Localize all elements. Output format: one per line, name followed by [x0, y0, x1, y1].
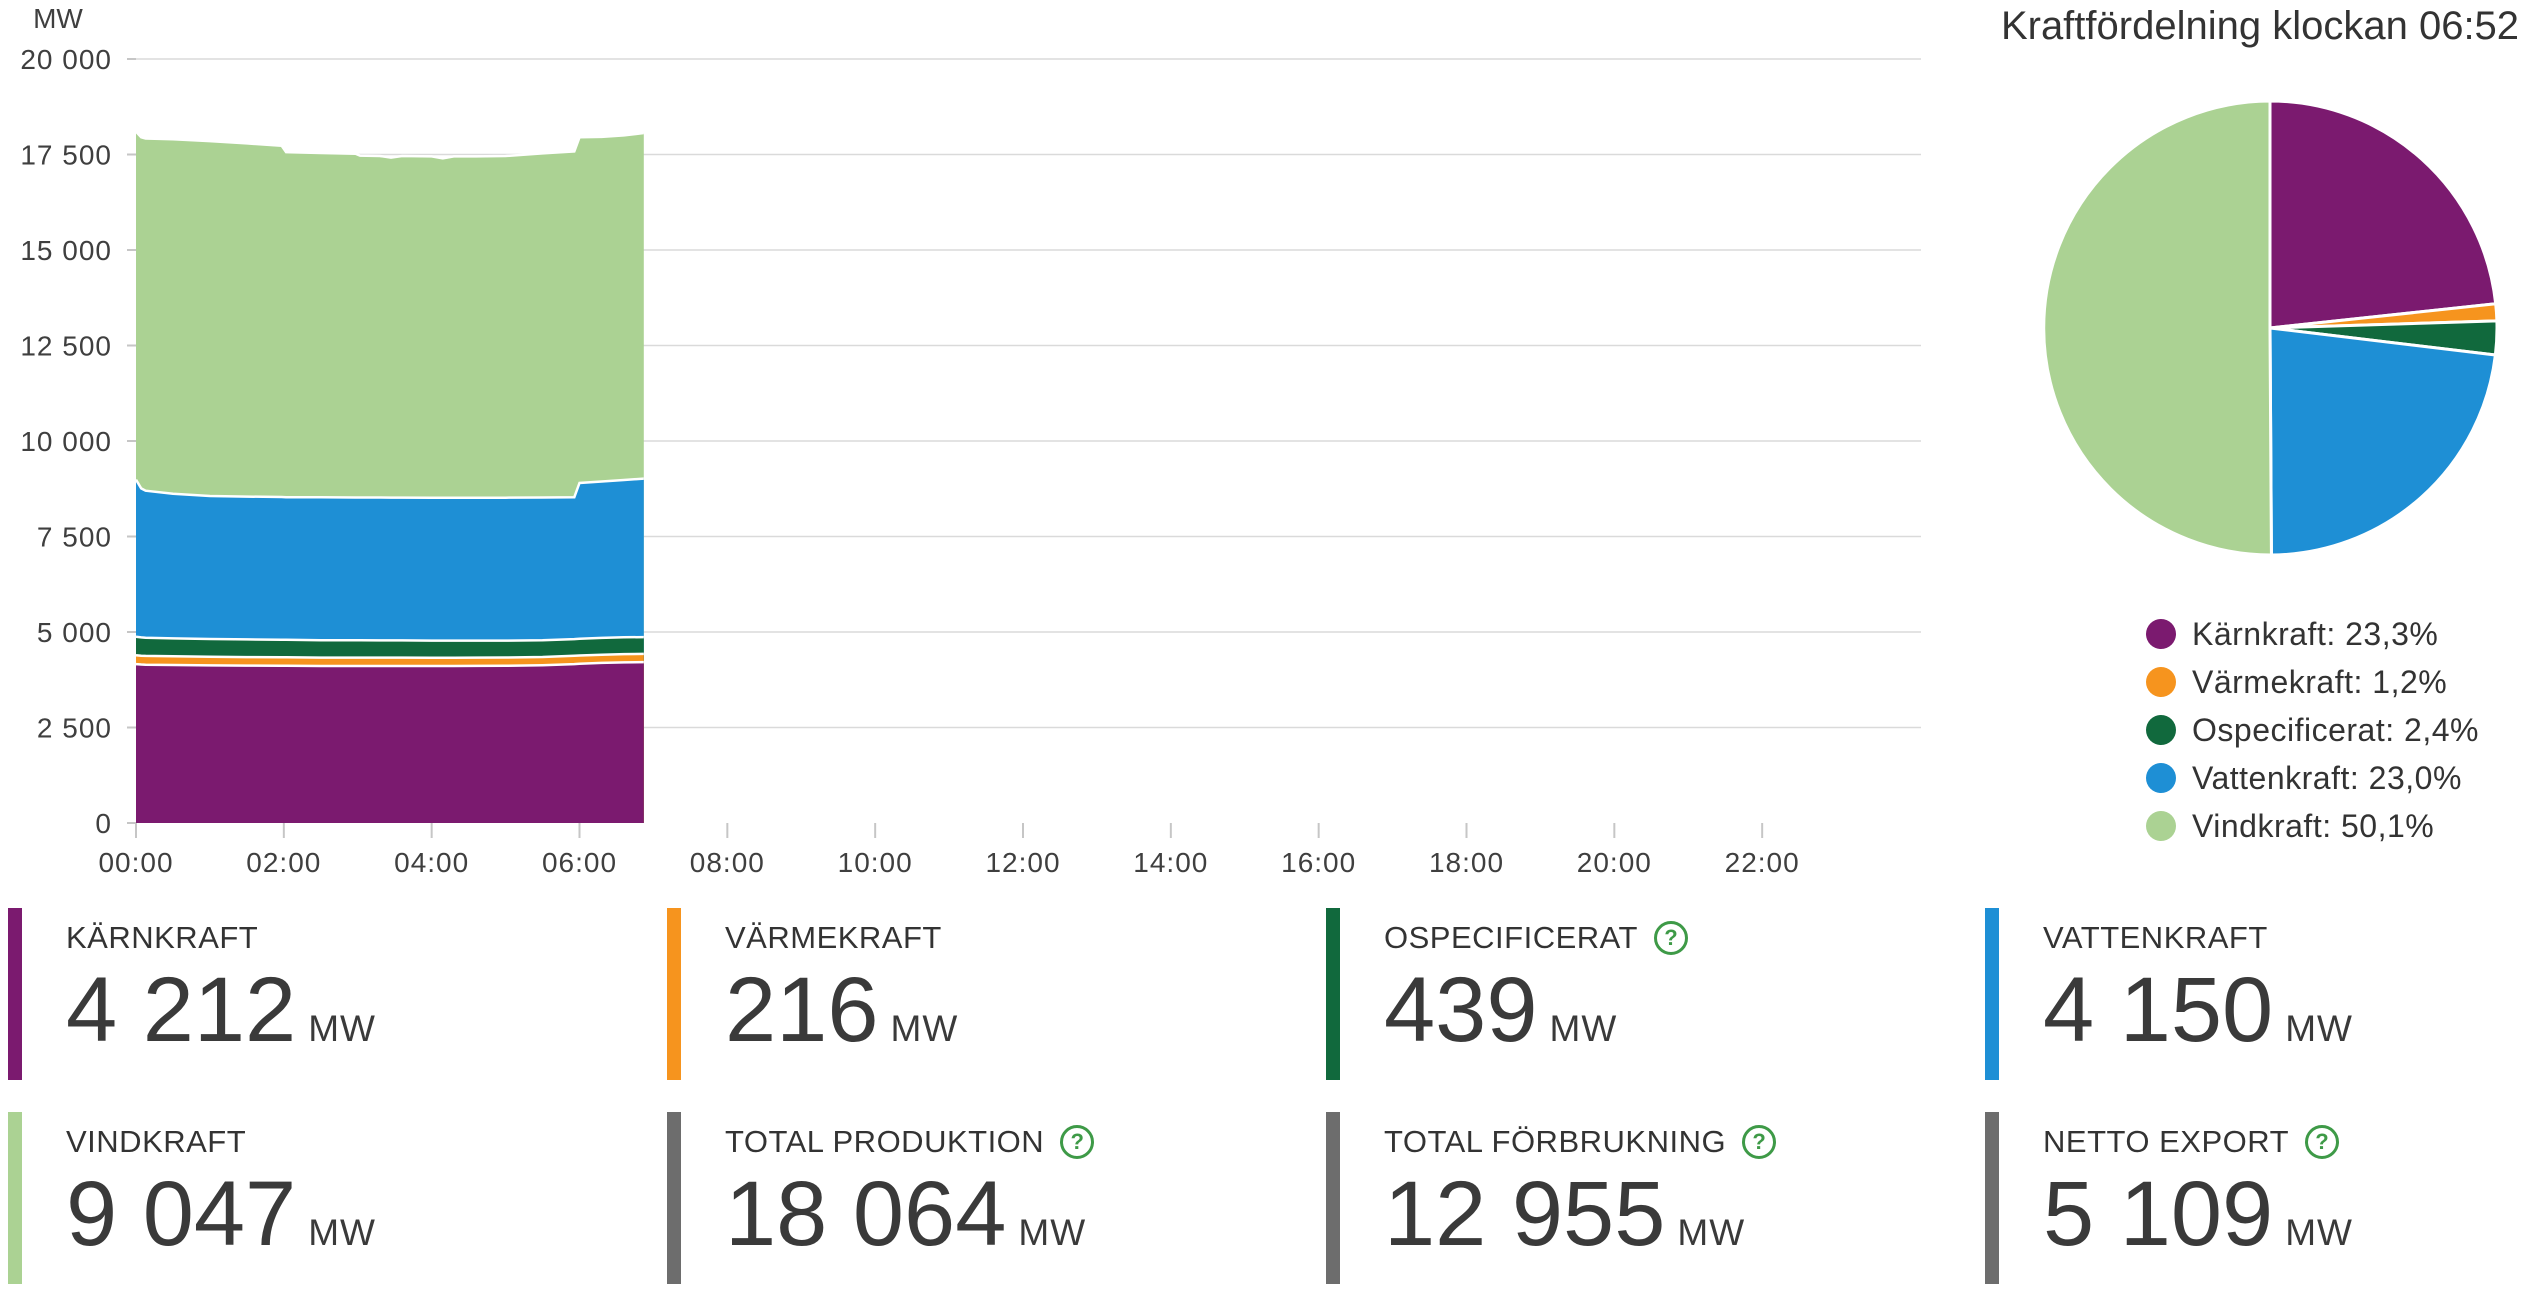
svg-text:20:00: 20:00 [1577, 847, 1652, 878]
card-label: VATTENKRAFT [2043, 920, 2268, 955]
card-label: OSPECIFICERAT [1384, 920, 1638, 955]
legend-label: Vindkraft: 50,1% [2192, 807, 2435, 844]
svg-text:0: 0 [95, 808, 112, 839]
area-kärnkraft [136, 662, 644, 823]
pie-slice-vattenkraft[interactable] [2268, 326, 2497, 557]
card-unit: MW [308, 1212, 376, 1253]
svg-text:02:00: 02:00 [246, 847, 321, 878]
card-label: TOTAL FÖRBRUKNING [1384, 1124, 1727, 1159]
svg-text:5 000: 5 000 [37, 617, 112, 648]
card-value: 18 064 [725, 1163, 1007, 1265]
svg-text:14:00: 14:00 [1133, 847, 1208, 878]
card-value: 439 [1384, 959, 1538, 1061]
svg-text:2 500: 2 500 [37, 713, 112, 744]
legend-label: Kärnkraft: 23,3% [2192, 615, 2439, 652]
card-accent-bar [1985, 1112, 1999, 1284]
svg-text:16:00: 16:00 [1281, 847, 1356, 878]
pie-legend: Kärnkraft: 23,3% Värmekraft: 1,2% Ospeci… [2146, 610, 2479, 850]
help-icon[interactable]: ? [1742, 1125, 1777, 1159]
pie-slice-vindkraft[interactable] [2042, 99, 2273, 557]
card-value: 12 955 [1384, 1163, 1666, 1265]
card-vindkraft: VINDKRAFT ? 9 047 MW [8, 1112, 667, 1284]
card-accent-bar [667, 908, 681, 1080]
legend-swatch-varmekraft-icon [2146, 667, 2176, 697]
card-label: VÄRMEKRAFT [725, 920, 942, 955]
svg-text:10:00: 10:00 [838, 847, 913, 878]
card-value: 5 109 [2043, 1163, 2274, 1265]
legend-swatch-vattenkraft-icon [2146, 763, 2176, 793]
card-accent-bar [667, 1112, 681, 1284]
svg-text:15 000: 15 000 [20, 235, 112, 266]
svg-text:20 000: 20 000 [20, 44, 112, 75]
power-distribution-pie[interactable] [2030, 88, 2510, 568]
svg-text:18:00: 18:00 [1429, 847, 1504, 878]
svg-text:17 500: 17 500 [20, 140, 112, 171]
legend-item-karnkraft[interactable]: Kärnkraft: 23,3% [2146, 610, 2479, 658]
card-varmekraft: VÄRMEKRAFT ? 216 MW [667, 908, 1326, 1080]
svg-text:04:00: 04:00 [394, 847, 469, 878]
card-accent-bar [1985, 908, 1999, 1080]
card-value: 4 212 [66, 959, 297, 1061]
legend-label: Värmekraft: 1,2% [2192, 663, 2448, 700]
card-label: KÄRNKRAFT [66, 920, 259, 955]
card-accent-bar [1326, 1112, 1340, 1284]
production-area-chart[interactable]: 0 2 500 5 000 7 500 10 000 12 500 15 000 17 500… [0, 0, 1980, 900]
card-value: 4 150 [2043, 959, 2274, 1061]
card-value: 216 [725, 959, 879, 1061]
legend-swatch-karnkraft-icon [2146, 619, 2176, 649]
legend-label: Vattenkraft: 23,0% [2192, 759, 2462, 796]
card-unit: MW [2285, 1008, 2353, 1049]
svg-text:12 500: 12 500 [20, 331, 112, 362]
card-ospecificerat: OSPECIFICERAT ? 439 MW [1326, 908, 1985, 1080]
svg-text:12:00: 12:00 [985, 847, 1060, 878]
chart-axes: 0 2 500 5 000 7 500 10 000 12 500 15 000 17 500… [20, 3, 1800, 878]
card-total-produktion: TOTAL PRODUKTION ? 18 064 MW [667, 1112, 1326, 1284]
card-value: 9 047 [66, 1163, 297, 1265]
stacked-areas[interactable] [134, 130, 644, 824]
svg-text:08:00: 08:00 [690, 847, 765, 878]
card-unit: MW [1549, 1008, 1618, 1049]
card-label: NETTO EXPORT [2043, 1124, 2290, 1159]
card-unit: MW [1677, 1212, 1746, 1253]
legend-item-varmekraft[interactable]: Värmekraft: 1,2% [2146, 658, 2479, 706]
card-karnkraft: KÄRNKRAFT ? 4 212 MW [8, 908, 667, 1080]
help-icon[interactable]: ? [1653, 921, 1688, 955]
legend-item-vattenkraft[interactable]: Vattenkraft: 23,0% [2146, 754, 2479, 802]
pie-title: Kraftfördelning klockan 06:52 [2000, 4, 2520, 48]
stat-cards: KÄRNKRAFT ? 4 212 MW VÄRMEKRAFT ? 216 MW [8, 908, 2543, 1284]
card-label: VINDKRAFT [66, 1124, 247, 1159]
svg-text:10 000: 10 000 [20, 426, 112, 457]
legend-item-vindkraft[interactable]: Vindkraft: 50,1% [2146, 802, 2479, 850]
legend-swatch-ospecificerat-icon [2146, 715, 2176, 745]
y-axis-unit-label: MW [33, 3, 83, 34]
pie-slice-kärnkraft[interactable] [2268, 99, 2498, 330]
legend-swatch-vindkraft-icon [2146, 811, 2176, 841]
card-unit: MW [890, 1008, 959, 1049]
card-vattenkraft: VATTENKRAFT ? 4 150 MW [1985, 908, 2543, 1080]
svg-text:00:00: 00:00 [98, 847, 173, 878]
card-unit: MW [2285, 1212, 2353, 1253]
card-accent-bar [1326, 908, 1340, 1080]
svg-text:7 500: 7 500 [37, 522, 112, 553]
legend-label: Ospecificerat: 2,4% [2192, 711, 2479, 748]
legend-item-ospecificerat[interactable]: Ospecificerat: 2,4% [2146, 706, 2479, 754]
card-netto-export: NETTO EXPORT ? 5 109 MW [1985, 1112, 2543, 1284]
svg-text:06:00: 06:00 [542, 847, 617, 878]
help-icon[interactable]: ? [1060, 1125, 1095, 1159]
help-icon[interactable]: ? [2305, 1125, 2340, 1159]
card-total-forbrukning: TOTAL FÖRBRUKNING ? 12 955 MW [1326, 1112, 1985, 1284]
svg-text:22:00: 22:00 [1725, 847, 1800, 878]
card-accent-bar [8, 1112, 22, 1284]
card-label: TOTAL PRODUKTION [725, 1124, 1045, 1159]
card-accent-bar [8, 908, 22, 1080]
card-unit: MW [1018, 1212, 1087, 1253]
card-unit: MW [308, 1008, 376, 1049]
